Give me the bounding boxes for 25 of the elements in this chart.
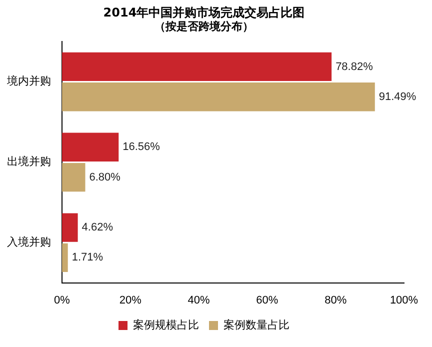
chart-subtitle: （按是否跨境分布）	[154, 20, 254, 33]
bar	[62, 243, 68, 272]
data-label: 91.49%	[378, 90, 416, 103]
x-tick-label: 0%	[54, 294, 70, 306]
data-label: 1.71%	[72, 252, 104, 264]
y-tick-label: 出境并购	[7, 155, 51, 168]
x-tick-label: 80%	[324, 294, 347, 306]
legend-label: 案例规模占比	[133, 318, 199, 332]
y-tick-label: 入境并购	[7, 235, 51, 248]
chart-title: 2014年中国并购市场完成交易占比图	[103, 5, 305, 20]
x-tick-label: 40%	[188, 294, 210, 306]
bar	[62, 82, 375, 112]
bar	[62, 132, 119, 162]
data-label: 78.82%	[336, 60, 374, 73]
data-label: 6.80%	[89, 171, 121, 184]
x-tick-label: 60%	[256, 294, 278, 306]
legend-label: 案例数量占比	[224, 318, 290, 332]
bar	[62, 213, 78, 242]
bar	[62, 52, 332, 82]
bar	[62, 162, 86, 192]
x-tick-label: 20%	[119, 294, 142, 306]
data-label: 4.62%	[82, 222, 114, 234]
x-tick-label: 100%	[390, 294, 418, 306]
data-label: 16.56%	[122, 141, 160, 154]
y-tick-label: 境内并购	[6, 74, 51, 88]
